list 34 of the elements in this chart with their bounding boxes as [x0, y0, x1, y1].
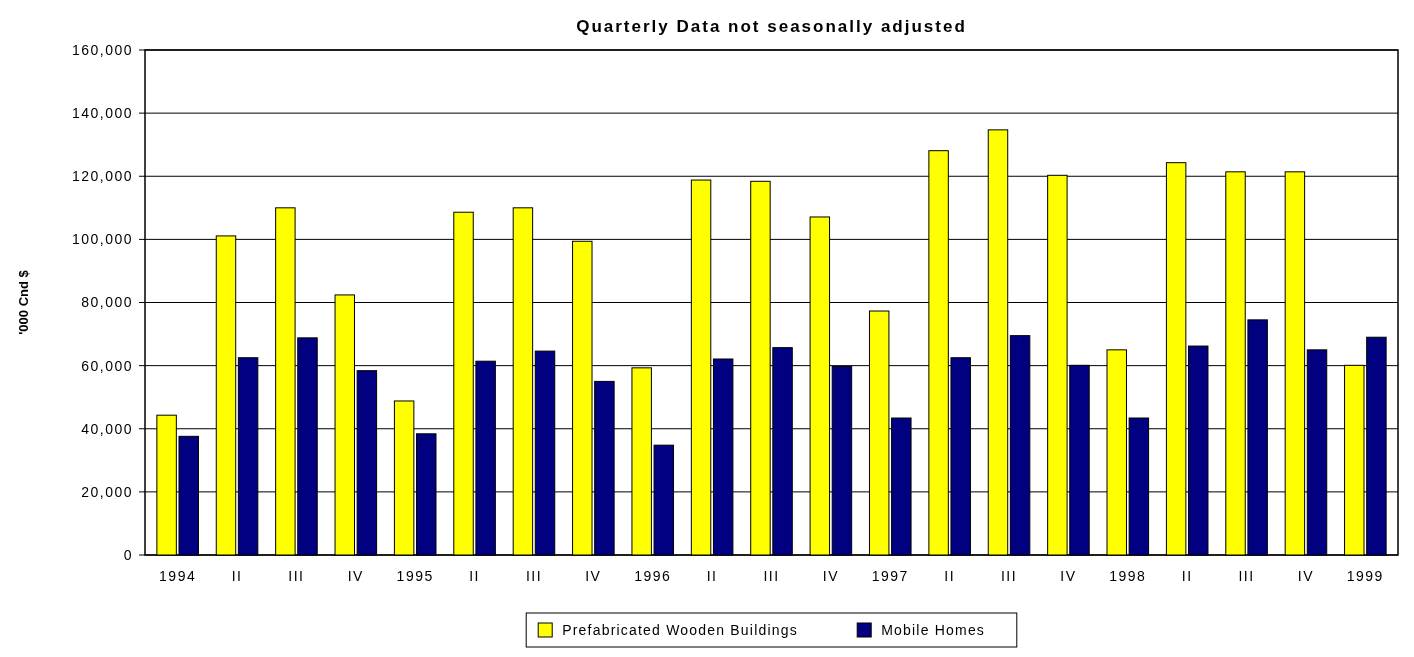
y-tick-label: 100,000 — [71, 231, 133, 248]
y-tick-label: 0 — [123, 546, 133, 563]
x-tick-label: 1999 — [1346, 568, 1384, 584]
x-tick-label: 1996 — [634, 568, 672, 584]
y-tick-label: 120,000 — [71, 168, 133, 185]
y-tick-label: 80,000 — [81, 294, 133, 311]
y-axis-title: '000 Cnd $ — [16, 269, 31, 335]
x-tick-label: III — [525, 568, 543, 584]
y-tick-label: 140,000 — [71, 105, 133, 122]
x-tick-label: II — [469, 568, 480, 584]
legend-label: Prefabricated Wooden Buildings — [562, 621, 798, 638]
x-tick-label: IV — [822, 568, 839, 584]
y-tick-label: 60,000 — [81, 357, 133, 374]
x-tick-label: IV — [1297, 568, 1315, 584]
x-tick-label: IV — [347, 568, 364, 584]
x-tick-label: III — [1238, 568, 1255, 584]
x-tick-label: 1994 — [159, 568, 197, 584]
legend-label: Mobile Homes — [881, 621, 986, 638]
y-tick-label: 20,000 — [81, 483, 133, 500]
x-tick-label: III — [763, 568, 780, 584]
x-tick-label: III — [288, 568, 305, 584]
y-tick-label: 40,000 — [81, 420, 133, 437]
x-tick-label: II — [1181, 568, 1193, 584]
y-tick-label: 160,000 — [71, 41, 133, 58]
x-tick-label: II — [706, 568, 718, 584]
x-tick-label: IV — [1060, 568, 1077, 584]
x-tick-label: 1995 — [396, 568, 434, 584]
x-tick-label: II — [944, 568, 956, 584]
x-tick-label: III — [1000, 568, 1018, 584]
x-tick-label: 1998 — [1109, 568, 1147, 584]
x-tick-label: IV — [585, 568, 602, 584]
chart-title: Quarterly Data not seasonally adjusted — [576, 17, 967, 36]
x-tick-label: 1997 — [871, 568, 909, 584]
x-tick-label: II — [231, 568, 243, 584]
